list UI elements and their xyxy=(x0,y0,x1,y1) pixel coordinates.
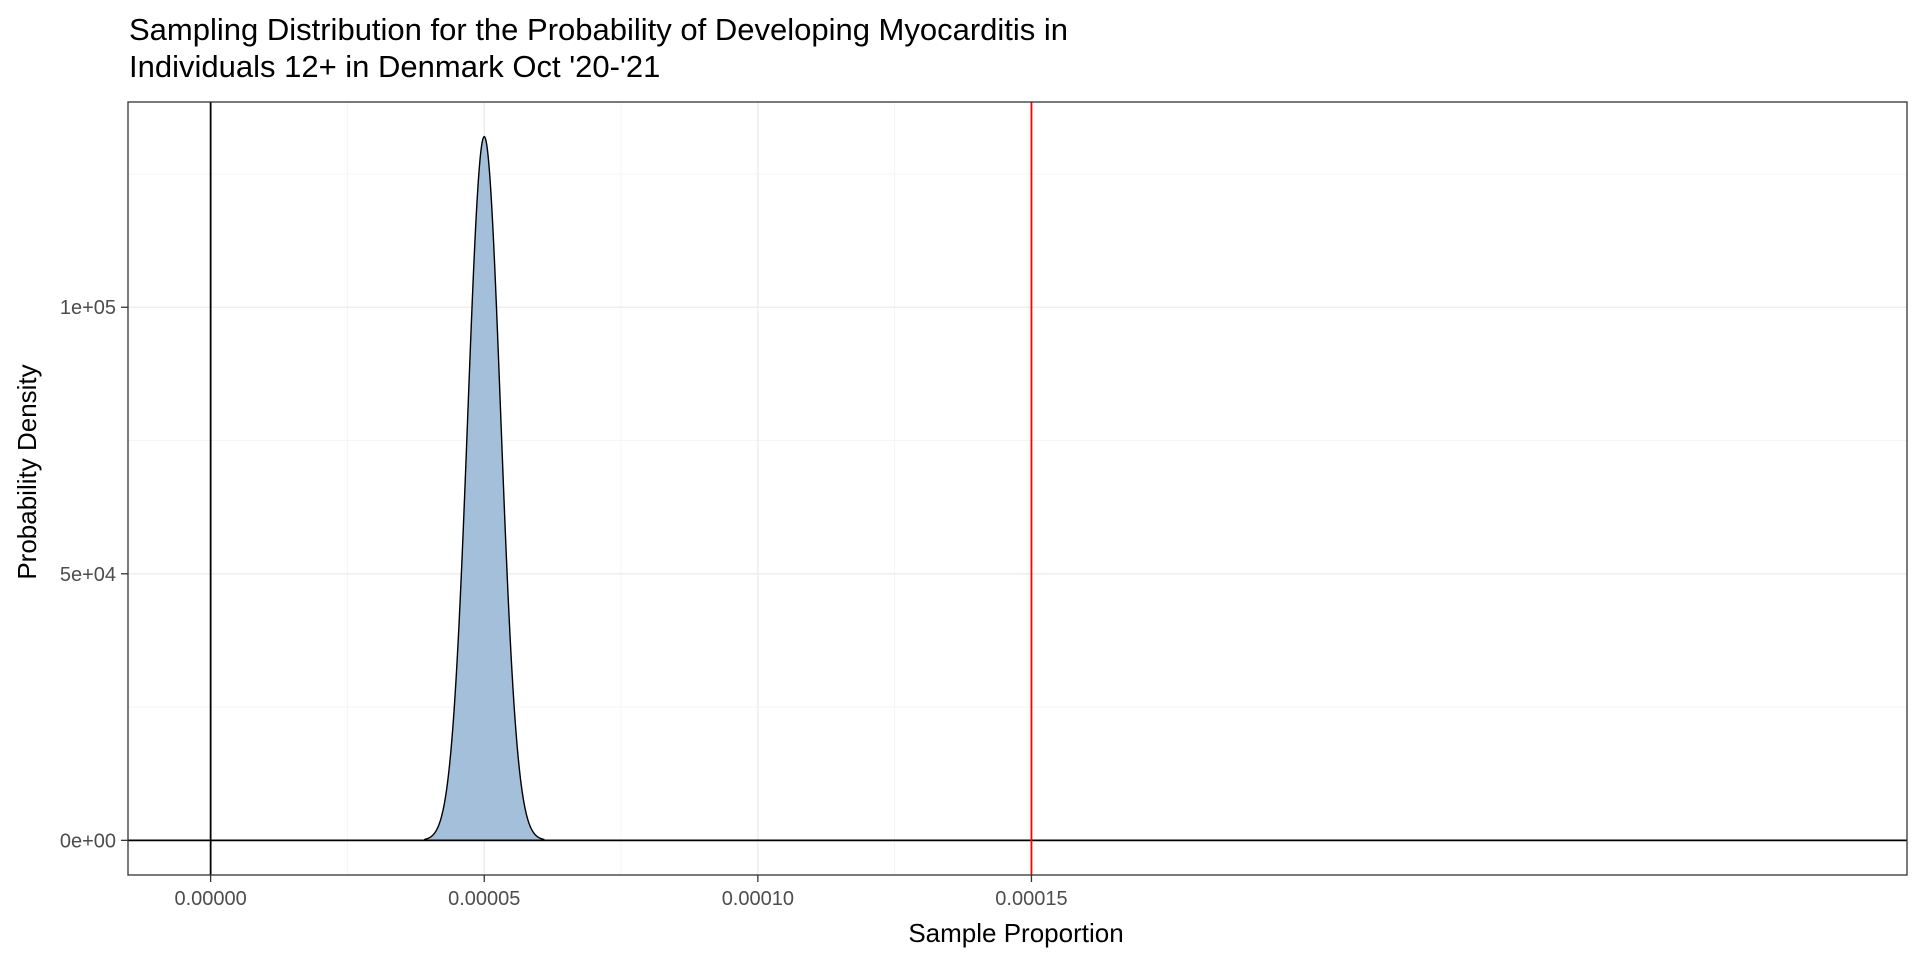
x-axis: 0.00000 0.00005 0.00010 0.00015 xyxy=(174,875,1068,910)
density-curve-0 xyxy=(423,135,545,841)
density-area-0 xyxy=(424,136,545,841)
y-axis-label: Probability Density xyxy=(12,364,42,579)
x-axis-label: Sample Proportion xyxy=(908,918,1123,948)
reference-lines xyxy=(128,102,1907,875)
y-tick-label-2: 1e+05 xyxy=(60,297,116,319)
x-tick-label-1: 0.00005 xyxy=(448,888,520,910)
y-tick-label-0: 0e+00 xyxy=(60,830,116,852)
y-tick-label-1: 5e+04 xyxy=(60,564,116,586)
panel-border xyxy=(127,101,1908,876)
series-layer xyxy=(423,135,545,841)
chart-title-line-2: Individuals 12+ in Denmark Oct '20-'21 xyxy=(129,49,660,84)
x-tick-label-3: 0.00015 xyxy=(995,888,1067,910)
grid-minor xyxy=(128,102,1907,875)
y-axis: 0e+00 5e+04 1e+05 xyxy=(60,297,128,852)
x-tick-label-2: 0.00010 xyxy=(722,888,794,910)
grid-major xyxy=(128,102,1907,875)
x-tick-label-0: 0.00000 xyxy=(174,888,246,910)
chart-title-line-1: Sampling Distribution for the Probabilit… xyxy=(129,12,1068,47)
